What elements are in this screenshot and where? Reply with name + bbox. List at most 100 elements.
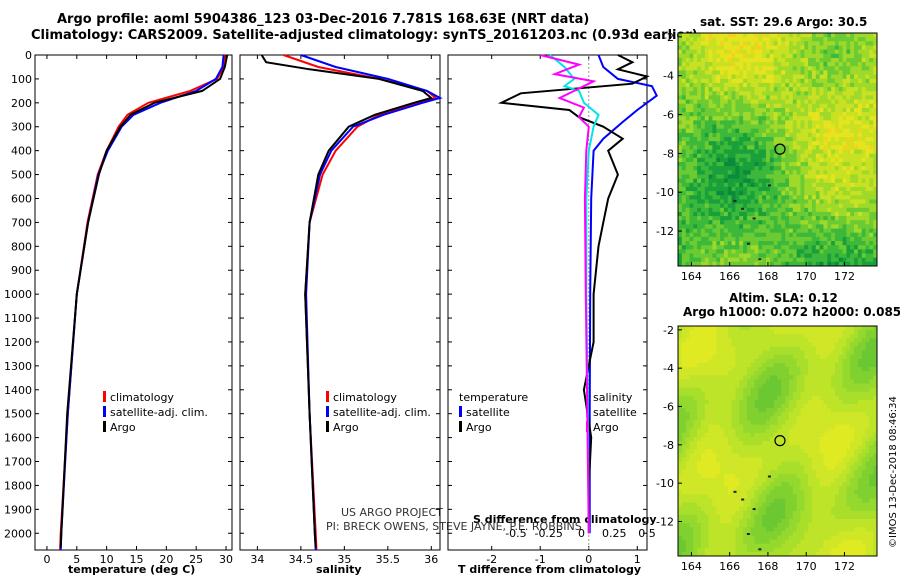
y-tick-label: 1400 (4, 384, 32, 397)
x-tick-label: 35.5 (376, 553, 401, 566)
map-frame (677, 32, 878, 267)
project-credit: US ARGO PROJECT (341, 506, 443, 519)
island (767, 475, 771, 478)
top-tick-label: -0.5 (505, 527, 526, 540)
pi-credit: PI: BRECK OWENS, STEVE JAYNE, P.E. ROBBI… (326, 520, 582, 533)
y-tick-label: 900 (11, 264, 32, 277)
plot-frame (447, 54, 648, 551)
legend-satellite: satellite-adj. clim. (110, 406, 208, 419)
y-tick-label: 1900 (4, 503, 32, 516)
series-line-salinity-argo (539, 54, 597, 534)
salinity-xlabel: salinity (316, 563, 362, 576)
map-x-tick-label: 170 (796, 560, 817, 573)
legend-climatology: climatology (333, 391, 397, 404)
x-tick-label: 5 (73, 553, 80, 566)
y-tick-label: 200 (11, 97, 32, 110)
y-tick-label: 1500 (4, 408, 32, 421)
legend-argo: Argo (110, 421, 136, 434)
y-tick-label: 600 (11, 192, 32, 205)
island (746, 533, 750, 535)
x-tick-label: 20 (159, 553, 173, 566)
island (733, 199, 737, 202)
salinity-legend: climatology satellite-adj. clim. Argo (326, 390, 431, 435)
y-tick-label: 1600 (4, 432, 32, 445)
y-tick-label: 500 (11, 169, 32, 182)
diff-xlabel: T difference from climatology (458, 563, 642, 576)
series-line-temperature-argo (497, 54, 650, 534)
x-tick-label: 30 (219, 553, 233, 566)
map-y-tick-label: -8 (663, 147, 674, 160)
map-x-tick-label: 164 (681, 270, 702, 283)
y-tick-label: 800 (11, 240, 32, 253)
y-tick-label: 1800 (4, 479, 32, 492)
top-tick-label: -0.25 (534, 527, 562, 540)
x-tick-label: 0 (585, 553, 592, 566)
legend-temp-argo: Argo (466, 421, 492, 434)
map-x-tick-label: 166 (719, 270, 740, 283)
y-tick-label: 1100 (4, 312, 32, 325)
legend-temp-satellite: satellite (466, 406, 510, 419)
series-line-salinity-satellite (549, 54, 600, 534)
x-tick-label: 35 (337, 553, 351, 566)
y-tick-label: 1000 (4, 288, 32, 301)
island (767, 184, 771, 187)
argo-location-marker (774, 435, 786, 447)
map-y-tick-label: -2 (663, 324, 674, 337)
map-y-tick-label: -10 (656, 186, 674, 199)
x-tick-label: 1 (634, 553, 641, 566)
legend-climatology: climatology (110, 391, 174, 404)
top-tick-label: 0.25 (602, 527, 627, 540)
map-y-tick-label: -6 (663, 109, 674, 122)
x-tick-label: -1 (535, 553, 546, 566)
map-y-tick-label: -4 (663, 362, 674, 375)
map-x-tick-label: 170 (796, 270, 817, 283)
x-tick-label: -2 (486, 553, 497, 566)
legend-satellite: satellite-adj. clim. (333, 406, 431, 419)
legend-sal-satellite: satellite (593, 406, 637, 419)
y-tick-label: 100 (11, 73, 32, 86)
x-tick-label: 0 (43, 553, 50, 566)
island (758, 548, 762, 551)
plot-frame (239, 54, 441, 551)
map-sla (678, 326, 878, 557)
island (746, 242, 750, 245)
series-line-satellite-adj-clim- (300, 54, 443, 551)
legend-temp-title: temperature (459, 391, 529, 404)
map-frame (677, 325, 878, 557)
island (758, 258, 762, 261)
island (752, 508, 756, 511)
legend-sal-argo: Argo (593, 421, 619, 434)
header-line-1: Argo profile: aoml 5904386_123 03-Dec-20… (57, 12, 590, 27)
map-y-tick-label: -12 (656, 225, 674, 238)
map-x-tick-label: 168 (757, 560, 778, 573)
y-tick-label: 300 (11, 121, 32, 134)
y-tick-label: 0 (25, 49, 32, 62)
sla-map-subtitle: Argo h1000: 0.072 h2000: 0.085 (683, 305, 900, 319)
map-y-tick-label: -2 (663, 31, 674, 44)
map-x-tick-label: 172 (834, 560, 855, 573)
sla-map-title: Altim. SLA: 0.12 (729, 291, 838, 305)
map-y-tick-label: -12 (656, 516, 674, 529)
series-line-argo (59, 54, 229, 548)
map-x-tick-label: 166 (719, 560, 740, 573)
temperature-legend: climatology satellite-adj. clim. Argo (103, 390, 208, 435)
x-tick-label: 10 (100, 553, 114, 566)
y-tick-label: 2000 (4, 527, 32, 540)
y-tick-label: 1300 (4, 360, 32, 373)
header-line-2: Climatology: CARS2009. Satellite-adjuste… (31, 28, 698, 43)
map-y-tick-label: -10 (656, 477, 674, 490)
map-x-tick-label: 164 (681, 560, 702, 573)
x-tick-label: 34 (250, 553, 264, 566)
map-y-tick-label: -8 (663, 439, 674, 452)
y-tick-label: 1200 (4, 336, 32, 349)
map-sst (678, 33, 878, 267)
series-line-temperature-satellite (588, 54, 658, 534)
map-y-tick-label: -6 (663, 401, 674, 414)
island (741, 498, 745, 501)
series-line-satellite-adj-clim- (59, 54, 225, 551)
y-tick-label: 1700 (4, 456, 32, 469)
diff-legend-temperature: temperature satellite Argo (459, 390, 528, 435)
x-tick-label: 36 (424, 553, 438, 566)
island (752, 217, 756, 220)
